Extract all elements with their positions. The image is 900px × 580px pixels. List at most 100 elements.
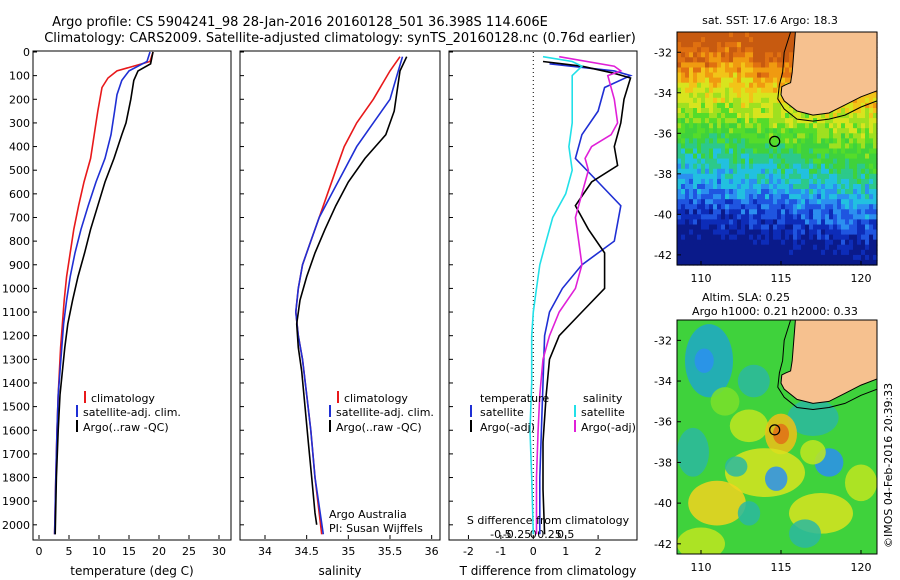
sst-cell xyxy=(737,254,742,261)
sst-cell xyxy=(797,194,802,200)
sst-cell xyxy=(821,234,826,241)
sst-cell xyxy=(837,108,842,114)
sst-cell xyxy=(737,138,742,145)
sst-cell xyxy=(741,62,746,69)
sla-heatmap-blobs xyxy=(677,324,877,554)
sst-cell xyxy=(773,77,778,84)
sst-cell xyxy=(745,234,750,241)
sst-cell xyxy=(765,138,770,145)
sst-cell xyxy=(757,153,762,160)
sst-cell xyxy=(745,239,750,246)
sst-cell xyxy=(769,189,774,195)
sst-cell xyxy=(813,168,818,175)
sst-cell xyxy=(765,108,770,114)
x-tick-label: 20 xyxy=(152,545,166,558)
sst-cell xyxy=(813,158,818,165)
sst-cell xyxy=(857,168,862,175)
sst-cell xyxy=(721,153,726,160)
sst-cell xyxy=(737,67,742,74)
sst-cell xyxy=(849,178,854,185)
sla-map-panel: Altim. SLA: 0.25 Argo h1000: 0.21 h2000:… xyxy=(654,291,878,574)
sst-cell xyxy=(869,204,874,210)
sst-cell xyxy=(753,214,758,220)
sst-cell xyxy=(701,123,706,129)
sst-cell xyxy=(817,153,822,160)
sst-cell xyxy=(765,92,770,99)
sst-cell xyxy=(873,244,878,251)
sst-cell xyxy=(685,234,690,241)
sst-cell xyxy=(777,199,782,205)
sst-cell xyxy=(825,153,830,160)
pi-note: PI: Susan Wijffels xyxy=(329,522,423,535)
sst-cell xyxy=(793,108,798,114)
sst-cell xyxy=(725,102,730,109)
sst-cell xyxy=(785,219,790,226)
sst-cell xyxy=(809,128,814,134)
sst-cell xyxy=(845,113,850,119)
sst-cell xyxy=(821,219,826,226)
sst-cell xyxy=(781,199,786,205)
sst-cell xyxy=(725,148,730,155)
sst-cell xyxy=(753,52,758,58)
sst-cell xyxy=(709,52,714,58)
depth-tick-label: 1800 xyxy=(2,472,30,485)
sst-cell xyxy=(785,67,790,74)
sst-cell xyxy=(749,163,754,170)
sst-cell xyxy=(829,158,834,165)
sst-cell xyxy=(697,184,702,190)
sst-cell xyxy=(677,239,682,246)
sst-cell xyxy=(841,259,846,266)
sst-cell xyxy=(773,178,778,185)
sst-cell xyxy=(725,32,730,38)
sst-cell xyxy=(765,148,770,155)
sst-cell xyxy=(693,47,698,53)
sst-cell xyxy=(753,143,758,150)
sst-cell xyxy=(749,37,754,43)
sst-cell xyxy=(693,153,698,160)
sst-cell xyxy=(677,158,682,165)
sst-cell xyxy=(873,118,878,124)
sst-cell xyxy=(769,123,774,129)
sst-cell xyxy=(701,97,706,104)
sst-cell xyxy=(721,42,726,48)
sst-cell xyxy=(685,184,690,190)
sst-cell xyxy=(789,254,794,261)
sst-cell xyxy=(849,158,854,165)
sst-cell xyxy=(821,123,826,129)
sst-cell xyxy=(773,153,778,160)
sst-cell xyxy=(709,102,714,109)
sst-cell xyxy=(853,178,858,185)
sst-cell xyxy=(697,118,702,124)
sst-cell xyxy=(677,47,682,53)
sst-cell xyxy=(697,214,702,220)
sst-cell xyxy=(701,163,706,170)
sst-cell xyxy=(853,254,858,261)
sst-cell xyxy=(757,254,762,261)
sst-cell xyxy=(833,128,838,134)
sst-cell xyxy=(873,199,878,205)
sst-cell xyxy=(701,178,706,185)
sst-cell xyxy=(805,184,810,190)
sst-cell xyxy=(785,102,790,109)
sst-cell xyxy=(701,87,706,94)
sst-cell xyxy=(749,123,754,129)
sst-cell xyxy=(765,113,770,119)
sst-cell xyxy=(765,118,770,124)
sst-cell xyxy=(845,224,850,231)
sst-cell xyxy=(705,249,710,256)
sst-cell xyxy=(725,214,730,220)
sst-cell xyxy=(749,128,754,134)
sst-cell xyxy=(789,47,794,53)
sst-cell xyxy=(793,158,798,165)
sst-cell xyxy=(833,199,838,205)
sst-cell xyxy=(769,163,774,170)
sla-anomaly-blob xyxy=(765,466,788,491)
sst-cell xyxy=(849,239,854,246)
sst-cell xyxy=(745,32,750,38)
sst-cell xyxy=(717,77,722,84)
sst-cell xyxy=(681,42,686,48)
sst-cell xyxy=(849,224,854,231)
sst-cell xyxy=(829,173,834,180)
sst-cell xyxy=(841,229,846,236)
sst-cell xyxy=(857,118,862,124)
